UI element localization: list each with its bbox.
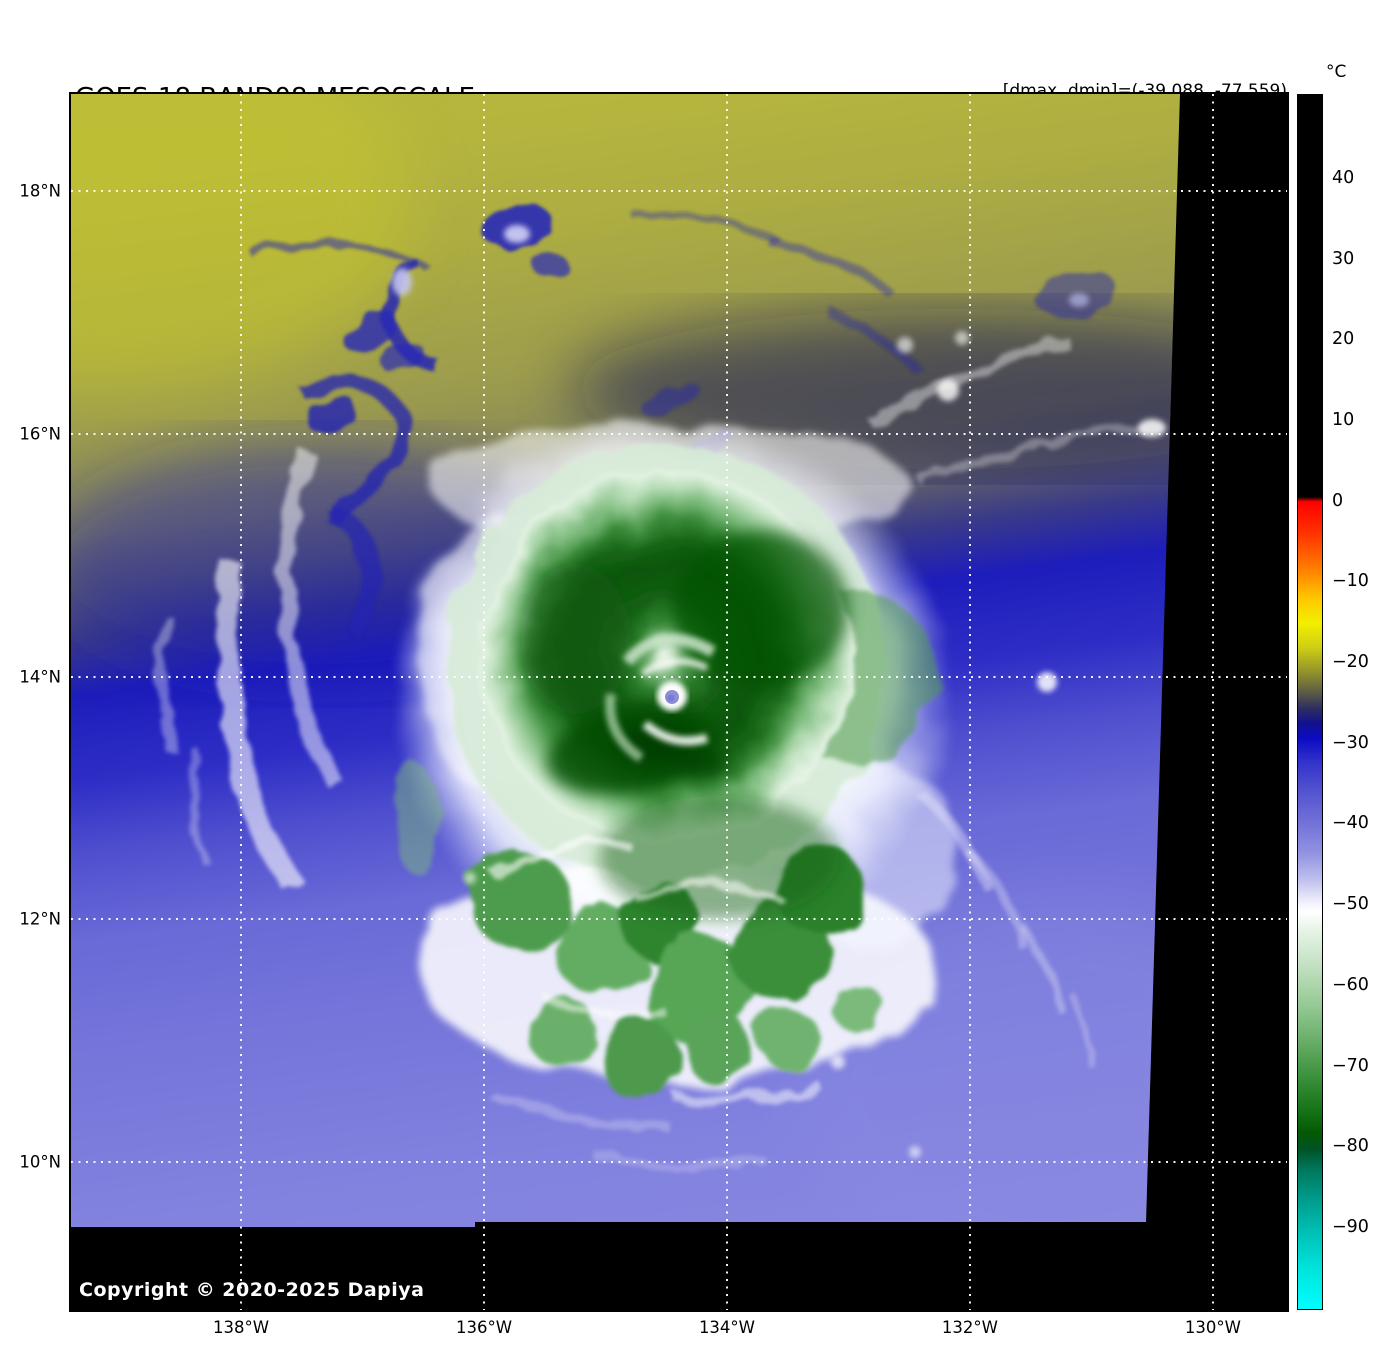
colorbar-unit-label: °C: [1326, 62, 1347, 82]
lon-tick-label: 132°W: [941, 1318, 998, 1337]
colorbar-tick-label: 0: [1332, 490, 1344, 511]
lon-tick-label: 138°W: [213, 1318, 270, 1337]
colorbar-tick-label: 30: [1332, 248, 1355, 269]
lat-tick-label: 10°N: [19, 1152, 61, 1172]
colorbar-tick-label: −60: [1332, 974, 1369, 995]
colorbar-tick-label: 20: [1332, 329, 1355, 350]
colorbar-tick-label: −90: [1332, 1216, 1369, 1237]
colorbar-tick-label: −20: [1332, 652, 1369, 673]
lat-tick-label: 14°N: [19, 667, 61, 686]
colorbar-tick-label: −50: [1332, 894, 1369, 915]
lat-tick-label: 18°N: [19, 181, 61, 201]
colorbar: [1297, 94, 1323, 1310]
lat-axis: 18°N 16°N 14°N 12°N 10°N: [0, 0, 63, 1359]
lon-tick-label: 136°W: [455, 1318, 513, 1337]
colorbar-tick-label: −40: [1332, 813, 1369, 834]
copyright: Copyright © 2020-2025 Dapiya: [79, 1279, 425, 1301]
colorbar-tick-label: 10: [1332, 409, 1355, 430]
colorbar-tick-label: 40: [1332, 167, 1355, 188]
colorbar-tick-label: −70: [1332, 1055, 1369, 1076]
lon-axis: 138°W 136°W 134°W 132°W 130°W: [0, 1318, 1390, 1348]
map-frame: Copyright © 2020-2025 Dapiya: [69, 92, 1289, 1312]
satellite-image: [71, 94, 1180, 1227]
colorbar-tick-label: −10: [1332, 571, 1369, 592]
lon-tick-label: 130°W: [1184, 1318, 1241, 1337]
lat-tick-label: 12°N: [19, 909, 61, 929]
colorbar-tick-label: −30: [1332, 732, 1369, 753]
lat-tick-label: 16°N: [19, 424, 61, 444]
colorbar-tick-label: −80: [1332, 1136, 1369, 1157]
lon-tick-label: 134°W: [698, 1318, 755, 1337]
